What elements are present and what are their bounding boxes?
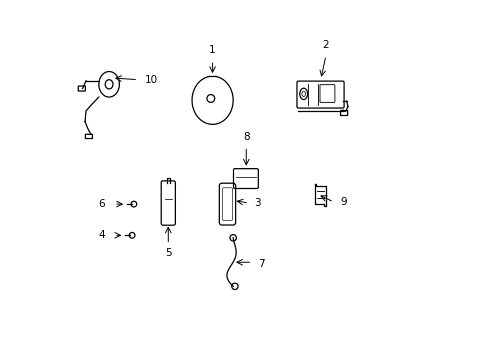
Text: 9: 9 bbox=[340, 197, 346, 207]
Text: 1: 1 bbox=[209, 45, 216, 55]
Text: 2: 2 bbox=[322, 40, 328, 50]
Text: 5: 5 bbox=[164, 248, 171, 258]
Text: 8: 8 bbox=[243, 132, 249, 142]
Text: 10: 10 bbox=[144, 75, 157, 85]
Text: 7: 7 bbox=[258, 259, 264, 269]
Text: 4: 4 bbox=[99, 230, 105, 240]
Text: 6: 6 bbox=[99, 199, 105, 209]
Text: 3: 3 bbox=[254, 198, 261, 208]
